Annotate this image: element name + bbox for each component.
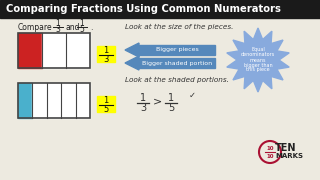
- Bar: [42, 33, 90, 68]
- Text: 5: 5: [80, 25, 84, 34]
- Text: this piece: this piece: [246, 68, 270, 73]
- Bar: [32, 83, 90, 118]
- Text: 5: 5: [168, 103, 174, 113]
- Bar: [0, 0, 320, 18]
- Text: Bigger shaded portion: Bigger shaded portion: [142, 60, 212, 66]
- Polygon shape: [125, 56, 139, 70]
- Text: denominators: denominators: [241, 53, 275, 57]
- Bar: [18, 83, 90, 118]
- Polygon shape: [125, 43, 139, 57]
- Bar: [97, 96, 115, 112]
- Bar: [139, 45, 215, 55]
- Bar: [18, 33, 90, 68]
- Bar: [97, 46, 115, 62]
- Text: >: >: [152, 96, 162, 106]
- Text: Look at the shaded portions.: Look at the shaded portions.: [125, 77, 229, 83]
- Text: 3: 3: [103, 55, 109, 64]
- Text: 3: 3: [56, 25, 60, 34]
- Text: Equal: Equal: [251, 48, 265, 53]
- Text: 1: 1: [103, 96, 108, 105]
- Text: Comparing Fractions Using Common Numerators: Comparing Fractions Using Common Numerat…: [6, 4, 281, 14]
- Text: TEN: TEN: [275, 143, 297, 153]
- Text: and: and: [66, 22, 81, 32]
- Text: Bigger pieces: Bigger pieces: [156, 48, 198, 53]
- Text: 1: 1: [168, 93, 174, 103]
- Text: 10: 10: [266, 154, 274, 159]
- Bar: [18, 83, 32, 118]
- Text: means: means: [250, 57, 266, 62]
- Text: .: .: [90, 22, 92, 32]
- Text: 3: 3: [140, 103, 146, 113]
- Text: 1: 1: [103, 46, 108, 55]
- Text: 1: 1: [56, 19, 60, 28]
- Text: 1: 1: [80, 19, 84, 28]
- Text: 1: 1: [140, 93, 146, 103]
- Text: 5: 5: [103, 105, 108, 114]
- Bar: [139, 58, 215, 68]
- Polygon shape: [227, 28, 289, 92]
- Text: 10: 10: [266, 147, 274, 152]
- Bar: [18, 33, 42, 68]
- Text: bigger than: bigger than: [244, 62, 272, 68]
- Text: ✓: ✓: [189, 91, 196, 100]
- Text: MARKS: MARKS: [275, 153, 303, 159]
- Text: Look at the size of the pieces.: Look at the size of the pieces.: [125, 24, 233, 30]
- Text: Compare: Compare: [18, 22, 52, 32]
